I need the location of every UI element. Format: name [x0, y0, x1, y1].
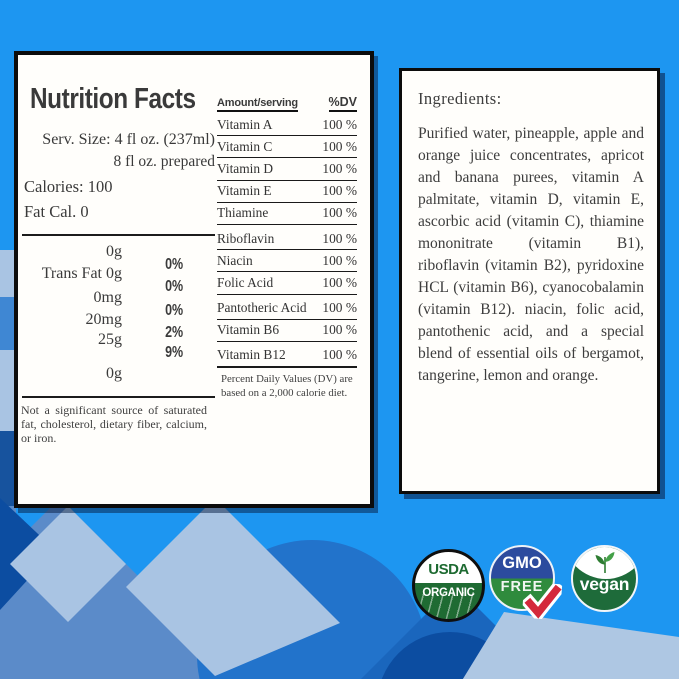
vitamin-row: Niacin 100 % — [217, 250, 357, 273]
vitamin-name: Riboflavin — [217, 230, 275, 246]
nutrient-row: Trans Fat 0g 0% — [22, 265, 183, 295]
nutrient-amount: 0mg — [93, 289, 122, 306]
ingredients-text: Purified water, pineapple, apple and ora… — [418, 125, 644, 384]
vitamin-dv: 100 % — [322, 252, 357, 268]
nutrient-row: 25g 9% — [22, 331, 183, 361]
vitamin-dv: 100 % — [322, 138, 357, 154]
vitamin-rows: Vitamin A 100 % Vitamin C 100 % Vitamin D 1… — [217, 114, 357, 369]
nutrition-footnote: Not a significant source of saturated fa… — [21, 403, 207, 446]
vitamin-row: Vitamin B12 100 % — [217, 345, 357, 369]
vitamin-dv: 100 % — [322, 183, 357, 199]
ingredients-heading: Ingredients: — [418, 89, 502, 108]
calories-line: Calories: 100 — [24, 177, 113, 196]
sprout-icon — [595, 552, 614, 574]
nutrient-amount: Trans Fat 0g — [41, 265, 122, 282]
vitamin-dv: 100 % — [322, 322, 357, 338]
serving-prepared-line: 8 fl oz. prepared — [113, 153, 215, 170]
vitamin-dv: 100 % — [322, 300, 357, 316]
header-amount-serving: Amount/serving — [217, 97, 298, 112]
nutrient-amount: 25g — [98, 331, 122, 348]
divider — [22, 234, 215, 236]
vitamin-name: Vitamin D — [217, 160, 274, 176]
vitamin-name: Pantotheric Acid — [217, 300, 307, 316]
gmo-free-badge: GMO FREE — [489, 545, 563, 621]
vitamin-name: Thiamine — [217, 205, 269, 221]
vitamin-name: Vitamin C — [217, 138, 273, 154]
nutrient-amount: 20mg — [85, 311, 122, 328]
nutrient-row: 0g — [22, 365, 160, 383]
vitamin-table-header: Amount/serving %DV — [217, 95, 357, 112]
field-lines-icon — [415, 592, 482, 619]
vitamin-row: Vitamin A 100 % — [217, 114, 357, 137]
vitamin-name: Vitamin A — [217, 116, 273, 132]
usda-text: USDA — [428, 561, 469, 578]
nutrient-amount: 0g — [106, 365, 122, 382]
vitamin-row: Vitamin C 100 % — [217, 136, 357, 159]
nutrition-facts-panel: Nutrition Facts Serv. Size: 4 fl oz. (23… — [14, 51, 374, 508]
organic-text: ORGANIC — [422, 587, 475, 599]
vitamin-name: Vitamin B12 — [217, 347, 286, 363]
vitamin-row: Vitamin E 100 % — [217, 181, 357, 203]
vitamin-table: Amount/serving %DV Vitamin A 100 % Vitami… — [217, 95, 357, 400]
vitamin-row: Vitamin D 100 % — [217, 158, 357, 181]
free-text: FREE — [500, 579, 544, 595]
vitamin-name: Folic Acid — [217, 274, 274, 290]
vitamin-dv: 100 % — [322, 274, 357, 290]
gmo-text: GMO — [502, 554, 542, 572]
usda-organic-badge: USDA ORGANIC — [412, 549, 485, 622]
nutrient-row: 0g 0% — [22, 243, 183, 273]
divider — [22, 396, 215, 398]
vitamin-dv: 100 % — [322, 116, 357, 132]
vegan-badge: vegan — [571, 545, 638, 612]
vitamin-footnote: Percent Daily Values (DV) are based on a… — [221, 373, 353, 399]
vitamin-row: Folic Acid 100 % — [217, 272, 357, 295]
vitamin-row: Vitamin B6 100 % — [217, 320, 357, 342]
nutrition-title: Nutrition Facts — [30, 83, 196, 115]
vitamin-name: Vitamin B6 — [217, 322, 280, 338]
vitamin-name: Niacin — [217, 252, 253, 268]
vitamin-row: Pantotheric Acid 100 % — [217, 298, 357, 320]
vitamin-dv: 100 % — [322, 160, 357, 176]
vitamin-row: Thiamine 100 % — [217, 203, 357, 225]
header-percent-dv: %DV — [328, 95, 357, 112]
vitamin-dv: 100 % — [322, 230, 357, 246]
nutrient-row: 0mg 0% — [22, 289, 184, 319]
ingredients-panel: Ingredients: Purified water, pineapple, … — [399, 68, 660, 494]
nutrient-row: 20mg 2% — [22, 311, 184, 341]
vitamin-dv: 100 % — [322, 347, 357, 363]
nutrient-amount: 0g — [106, 243, 122, 260]
vitamin-dv: 100 % — [322, 205, 357, 221]
vitamin-row: Riboflavin 100 % — [217, 228, 357, 251]
checkmark-icon — [521, 581, 563, 621]
fat-calories-line: Fat Cal. 0 — [24, 202, 89, 221]
vitamin-name: Vitamin E — [217, 183, 272, 199]
serving-size-line: Serv. Size: 4 fl oz. (237ml) — [42, 131, 215, 148]
vegan-text: vegan — [579, 574, 630, 594]
